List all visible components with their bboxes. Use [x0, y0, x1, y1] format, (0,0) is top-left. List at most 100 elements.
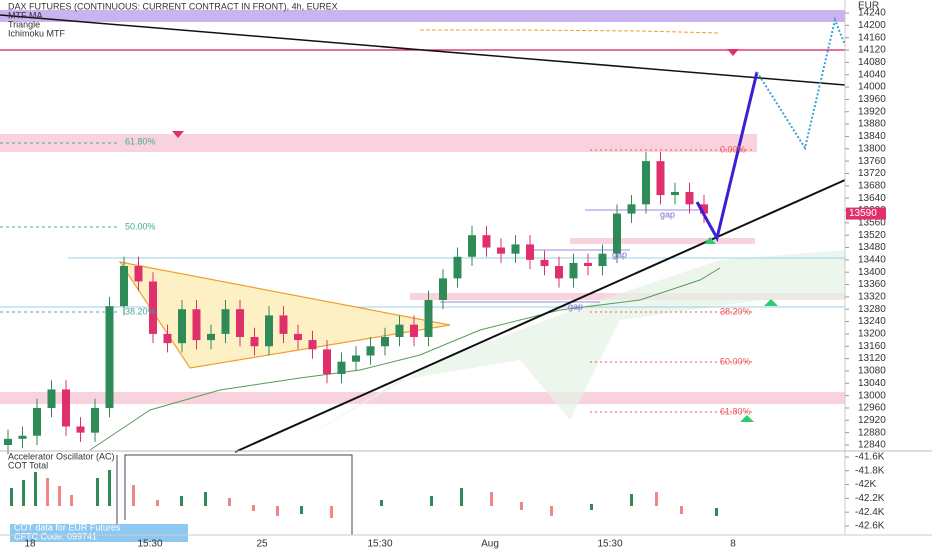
cot-note-box	[10, 524, 188, 542]
y-tick-label: 12960	[858, 403, 886, 414]
y-tick-label: 12880	[858, 427, 886, 438]
arrow-marker	[740, 415, 754, 422]
trend-line	[234, 179, 846, 453]
y-tick-label: 13160	[858, 341, 886, 352]
fib-label: 38.20%	[720, 306, 751, 316]
gap-label: gap	[612, 249, 627, 259]
y-tick-label: 13720	[858, 168, 886, 179]
y-tick-label: -42.2K	[855, 493, 885, 504]
candle-body	[62, 389, 70, 427]
y-tick-label: 14040	[858, 69, 886, 80]
candle-body	[47, 389, 56, 408]
y-tick-label: -41.8K	[855, 465, 885, 476]
candle-body	[4, 438, 12, 445]
candle-body	[497, 247, 505, 254]
candle-body	[18, 435, 27, 439]
moving-average	[89, 267, 721, 451]
candle-body	[265, 315, 273, 347]
cot-note: COT data for EUR Futures	[14, 522, 121, 532]
x-tick-label: Aug	[481, 539, 499, 550]
projection-dotted	[756, 16, 846, 151]
panel-subtitle: COT Total	[8, 460, 48, 470]
y-tick-label: 13400	[858, 267, 886, 278]
y-tick-label: -41.6K	[855, 452, 885, 463]
candle-body	[569, 262, 578, 279]
candle-body	[598, 253, 607, 267]
y-tick-label: 12920	[858, 415, 886, 426]
candle-body	[656, 161, 665, 196]
candle-body	[192, 309, 201, 341]
indicator: Triangle	[8, 19, 40, 29]
last-price-label: 13590	[849, 208, 877, 219]
y-tick-label: -42.4K	[855, 507, 885, 518]
candle-body	[613, 213, 621, 254]
y-tick-label: 13320	[858, 292, 886, 303]
y-tick-label: 13120	[858, 353, 886, 364]
candle-body	[584, 262, 592, 267]
candle-body	[33, 407, 41, 436]
candle-body	[482, 235, 491, 248]
y-tick-label: 13080	[858, 366, 886, 377]
y-tick-label: 13280	[858, 304, 886, 315]
y-tick-label: 13560	[858, 217, 886, 228]
candle-body	[221, 309, 230, 334]
candle-body	[308, 340, 317, 350]
y-tick-label: 13960	[858, 94, 886, 105]
y-tick-label: 13680	[858, 180, 886, 191]
y-tick-label: -42.6K	[855, 521, 885, 532]
fib-label: 61.80%	[125, 136, 156, 146]
candle-body	[685, 191, 694, 205]
panel-title: Accelerator Oscillator (AC)	[8, 451, 115, 461]
x-tick-label: 15:30	[367, 539, 392, 550]
fib-zone	[570, 238, 755, 244]
indicator: Ichimoku MTF	[8, 28, 66, 38]
gap-label: gap	[660, 209, 675, 219]
gap-label: gap	[568, 301, 583, 311]
projection-arrow	[695, 71, 759, 243]
y-tick-label: 14120	[858, 45, 886, 56]
candle-body	[76, 426, 85, 433]
candle-body	[250, 337, 259, 347]
y-tick-label: 13240	[858, 316, 886, 327]
y-tick-label: 14080	[858, 57, 886, 68]
x-tick-label: 15:30	[597, 539, 622, 550]
candle-body	[526, 244, 534, 260]
arrow-marker	[727, 49, 739, 56]
candle-body	[511, 244, 520, 254]
candle-body	[424, 299, 433, 337]
chart-title: DAX FUTURES (CONTINUOUS: CURRENT CONTRAC…	[8, 1, 338, 11]
trend-line	[0, 14, 846, 86]
y-tick-label: 14000	[858, 82, 886, 93]
x-tick-label: 18	[24, 539, 36, 550]
fib-label: 0.00%	[720, 144, 746, 154]
candle-body	[337, 361, 346, 375]
fib-label: 50.00%	[720, 356, 751, 366]
x-tick-label: 15:30	[137, 539, 162, 550]
candle-body	[236, 309, 244, 337]
candle-body	[468, 235, 476, 257]
y-tick-label: 13360	[858, 279, 886, 290]
candle-body	[366, 346, 375, 356]
y-tick-label: 13800	[858, 143, 886, 154]
candle-body	[207, 333, 215, 341]
indicator: MTF MA	[8, 10, 43, 20]
y-tick-label: 13440	[858, 254, 886, 265]
candle-body	[105, 306, 114, 408]
candle-body	[395, 324, 404, 337]
y-tick-label: 13200	[858, 329, 886, 340]
y-tick-label: 13640	[858, 193, 886, 204]
y-tick-label: 14240	[858, 8, 886, 19]
candle-body	[163, 333, 172, 344]
oscillator-bars	[10, 470, 718, 518]
arrow-marker	[704, 237, 716, 244]
candle-body	[120, 266, 128, 307]
y-tick-label: 13000	[858, 390, 886, 401]
ichimoku-cloud	[300, 250, 845, 440]
y-tick-label: 12840	[858, 440, 886, 451]
candle-body	[453, 256, 462, 279]
fib-label: 38.20%	[125, 306, 156, 316]
x-tick-label: 8	[730, 539, 736, 550]
y-tick-label: 14200	[858, 20, 886, 31]
candle-body	[642, 161, 650, 205]
fib-label: 61.80%	[720, 406, 751, 416]
